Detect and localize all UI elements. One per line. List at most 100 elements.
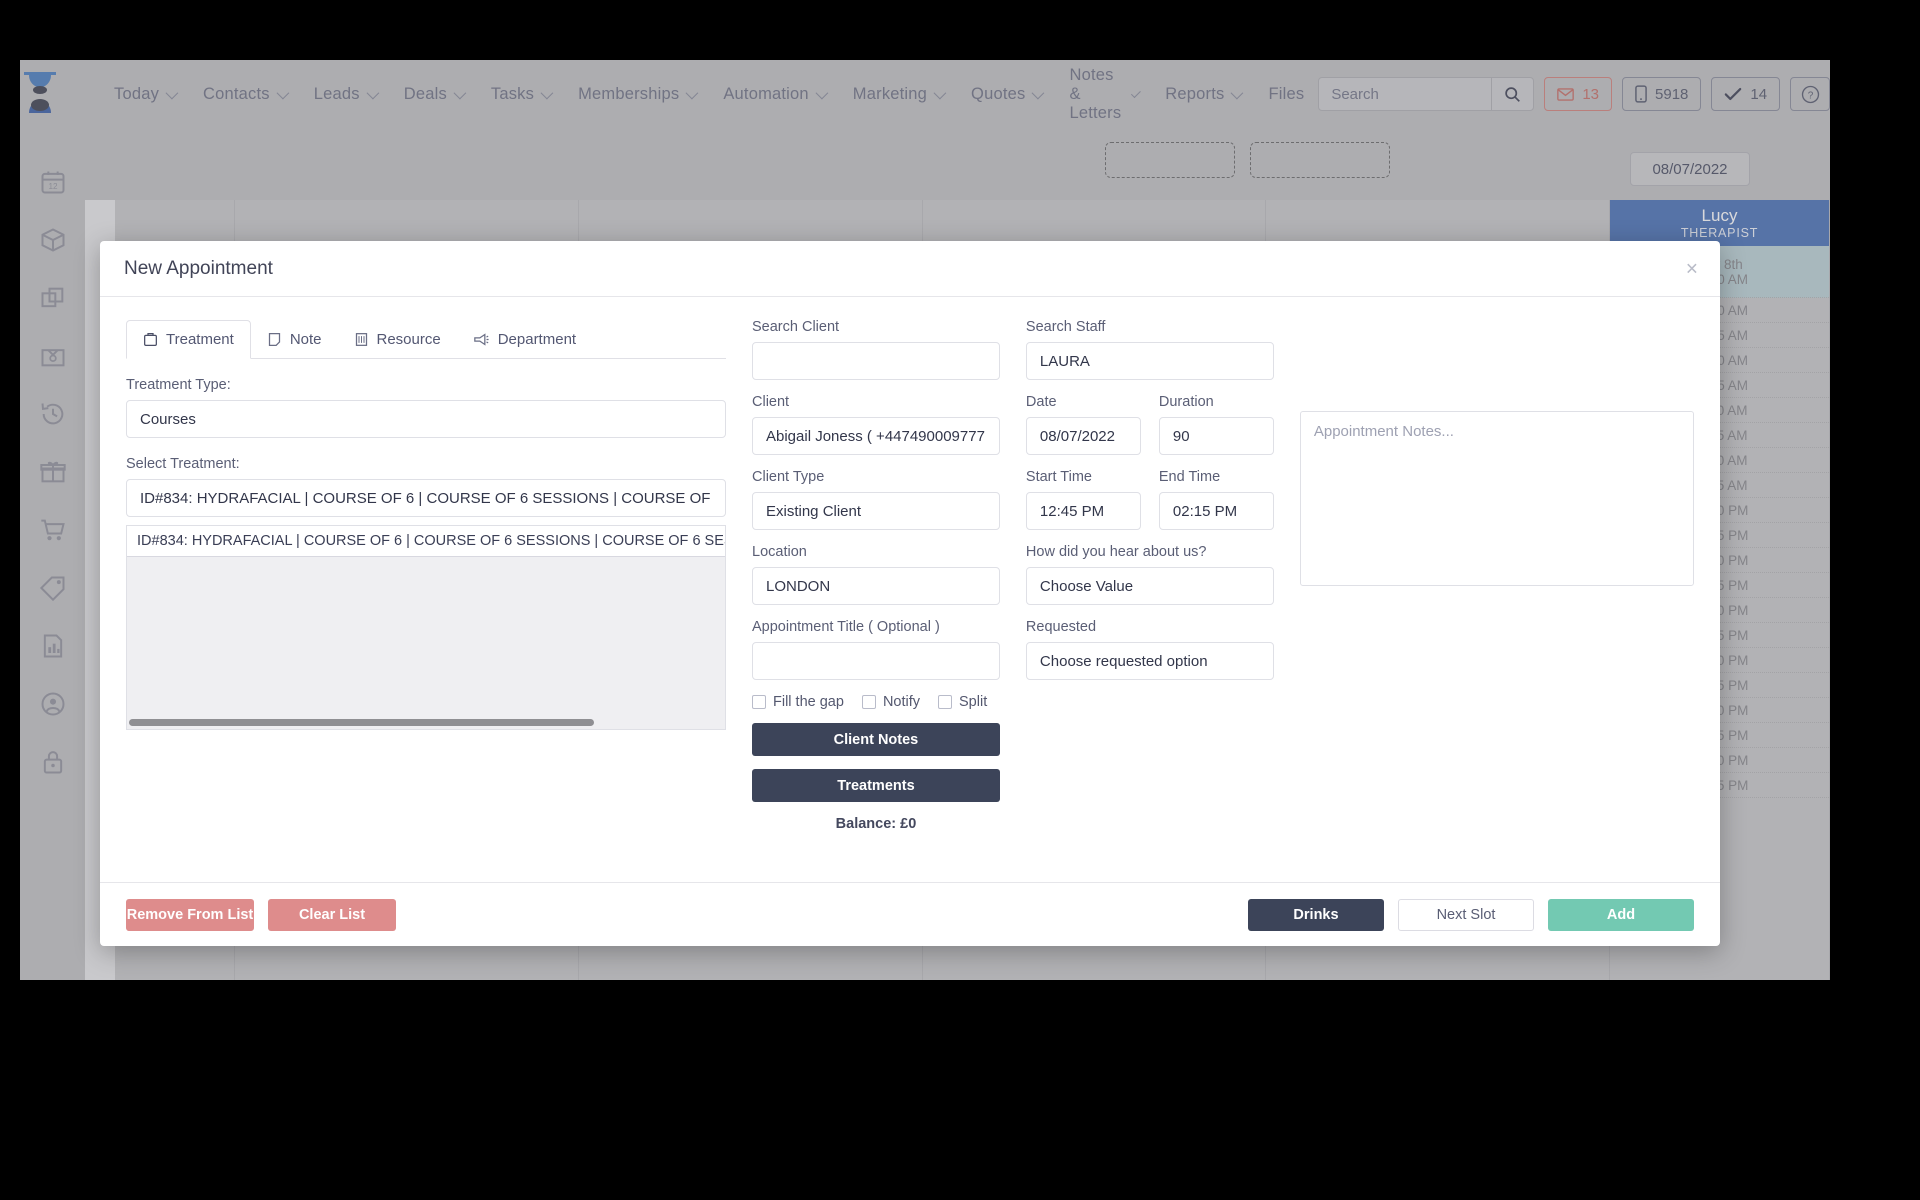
sidebar-item-tag-icon[interactable]	[39, 574, 67, 602]
nav-label: Tasks	[490, 84, 535, 103]
mail-counter-button[interactable]: 13	[1544, 77, 1613, 111]
requested-select[interactable]	[1025, 642, 1274, 680]
notify-checkbox[interactable]: Notify	[861, 694, 920, 710]
schedule-pane: Search Staff Date Duration	[1025, 319, 1274, 882]
sidebar-item-copy-icon[interactable]	[39, 284, 67, 312]
nav-label: Today	[114, 84, 160, 103]
sidebar-item-gift-icon[interactable]	[39, 458, 67, 486]
top-navigation-bar: Today Contacts Leads Deals Tasks	[20, 60, 1830, 128]
treatment-type-select[interactable]	[126, 400, 726, 438]
search-client-input[interactable]	[752, 342, 1000, 380]
nav-item-today[interactable]: Today	[100, 60, 189, 128]
tab-label: Department	[497, 331, 577, 348]
fill-the-gap-checkbox[interactable]: Fill the gap	[752, 694, 844, 710]
nav-item-memberships[interactable]: Memberships	[564, 60, 709, 128]
toolbar-chip-right[interactable]	[1250, 142, 1390, 178]
clear-list-button[interactable]: Clear List	[268, 898, 396, 931]
treatments-button[interactable]: Treatments	[752, 769, 1000, 802]
hourglass-logo-icon	[24, 72, 56, 113]
nav-item-reports[interactable]: Reports	[1151, 60, 1254, 128]
sidebar-item-lock-icon[interactable]	[39, 748, 67, 776]
treatment-type-label: Treatment Type:	[126, 377, 231, 393]
new-appointment-modal: New Appointment × Treatment Note	[100, 241, 1720, 946]
duration-input[interactable]	[1158, 417, 1274, 455]
appointment-title-label: Appointment Title ( Optional )	[752, 619, 940, 635]
select-treatment-input[interactable]	[126, 479, 726, 517]
modal-footer: Remove From List Clear List Drinks Next …	[100, 882, 1720, 946]
drinks-button[interactable]: Drinks	[1248, 898, 1384, 931]
hear-about-us-select[interactable]	[1025, 567, 1274, 605]
nav-item-quotes[interactable]: Quotes	[957, 60, 1055, 128]
start-time-label: Start Time	[1025, 469, 1092, 485]
remove-from-list-button[interactable]: Remove From List	[126, 898, 254, 931]
nav-item-contacts[interactable]: Contacts	[189, 60, 300, 128]
sidebar-item-calendar-icon[interactable]: 12	[39, 168, 67, 196]
sms-count: 5918	[1655, 85, 1689, 103]
resource-icon	[355, 333, 367, 346]
date-input[interactable]	[1025, 417, 1141, 455]
client-details-pane: Search Client Client Client Type Locatio…	[752, 319, 1000, 882]
task-count: 14	[1750, 85, 1768, 103]
treatment-list-box[interactable]: ID#834: HYDRAFACIAL | COURSE OF 6 | COUR…	[126, 525, 726, 730]
horizontal-scrollbar[interactable]	[129, 719, 594, 726]
location-label: Location	[752, 544, 807, 560]
global-search	[1318, 77, 1535, 111]
page-title: New Appointment	[124, 257, 273, 279]
next-slot-button[interactable]: Next Slot	[1398, 898, 1534, 931]
nav-item-automation[interactable]: Automation	[709, 60, 838, 128]
tab-department[interactable]: Department	[457, 320, 592, 359]
nav-label: Automation	[723, 84, 809, 103]
close-icon[interactable]: ×	[1685, 257, 1698, 280]
toolbar-chip-left[interactable]	[1105, 142, 1235, 178]
app-logo[interactable]	[20, 60, 60, 128]
sidebar-item-report-icon[interactable]	[39, 632, 67, 660]
search-button[interactable]	[1491, 78, 1533, 110]
tab-label: Treatment	[166, 331, 234, 348]
nav-item-notes-and-letters[interactable]: Notes & Letters	[1055, 60, 1151, 128]
nav-item-deals[interactable]: Deals	[390, 60, 477, 128]
appointment-notes-pane	[1299, 411, 1694, 882]
client-input[interactable]	[752, 417, 1000, 455]
staff-header[interactable]: Lucy THERAPIST	[1610, 200, 1829, 246]
search-icon	[1505, 86, 1521, 102]
add-button[interactable]: Add	[1548, 898, 1694, 931]
start-time-input[interactable]	[1025, 492, 1141, 530]
tab-resource[interactable]: Resource	[338, 320, 457, 359]
search-client-label: Search Client	[752, 319, 840, 335]
client-type-select[interactable]	[752, 492, 1000, 530]
appointment-title-input[interactable]	[752, 642, 1000, 680]
option-checkbox-row: Fill the gap Notify Split	[752, 694, 1000, 710]
search-staff-input[interactable]	[1025, 342, 1274, 380]
tab-treatment[interactable]: Treatment	[126, 320, 251, 359]
nav-item-tasks[interactable]: Tasks	[477, 60, 564, 128]
footer-primary-actions: Drinks Next Slot Add	[1248, 898, 1694, 931]
sidebar-item-till-icon[interactable]	[39, 342, 67, 370]
department-icon	[473, 333, 489, 346]
nav-label: Marketing	[852, 84, 928, 103]
location-select[interactable]	[752, 567, 1000, 605]
svg-text:?: ?	[1807, 90, 1813, 101]
calendar-date-picker[interactable]: 08/07/2022	[1630, 152, 1750, 186]
list-item[interactable]: ID#834: HYDRAFACIAL | COURSE OF 6 | COUR…	[127, 526, 725, 557]
help-button[interactable]: ?	[1790, 77, 1830, 111]
tab-note[interactable]: Note	[251, 320, 338, 359]
split-checkbox[interactable]: Split	[938, 694, 987, 710]
end-time-input[interactable]	[1158, 492, 1274, 530]
sidebar-item-account-icon[interactable]	[39, 690, 67, 718]
top-nav-actions: 13 5918 14	[1318, 77, 1830, 111]
search-input[interactable]	[1319, 78, 1492, 110]
appointment-notes-textarea[interactable]	[1299, 411, 1694, 586]
nav-item-files[interactable]: Files	[1254, 60, 1318, 128]
nav-item-marketing[interactable]: Marketing	[839, 60, 957, 128]
sidebar-item-cart-icon[interactable]	[39, 516, 67, 544]
client-notes-button[interactable]: Client Notes	[752, 723, 1000, 756]
modal-body: Treatment Note Resource Department	[100, 297, 1720, 882]
sidebar-item-package-icon[interactable]	[39, 226, 67, 254]
sidebar-item-history-icon[interactable]	[39, 400, 67, 428]
nav-label: Quotes	[971, 84, 1026, 103]
sms-counter-button[interactable]: 5918	[1622, 77, 1702, 111]
nav-item-leads[interactable]: Leads	[300, 60, 390, 128]
task-counter-button[interactable]: 14	[1711, 77, 1781, 111]
nav-label: Files	[1268, 84, 1305, 103]
